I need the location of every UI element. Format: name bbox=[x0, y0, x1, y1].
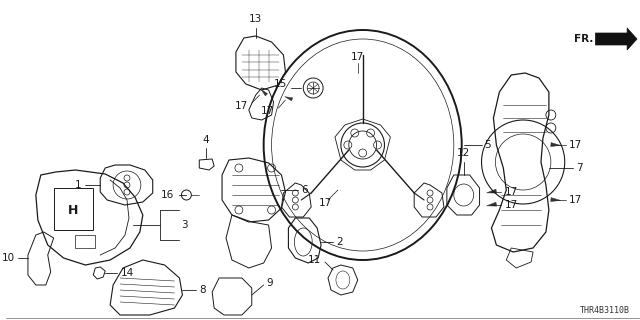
Text: 5: 5 bbox=[484, 140, 491, 150]
Text: 12: 12 bbox=[457, 148, 470, 158]
Text: 15: 15 bbox=[274, 79, 287, 89]
Text: 7: 7 bbox=[575, 163, 582, 173]
Text: FR.: FR. bbox=[574, 34, 593, 44]
Text: 10: 10 bbox=[2, 253, 15, 263]
Text: 2: 2 bbox=[336, 237, 342, 247]
Text: 17: 17 bbox=[569, 195, 582, 205]
Text: 17: 17 bbox=[504, 200, 518, 210]
Polygon shape bbox=[486, 189, 497, 193]
Text: 17: 17 bbox=[569, 140, 582, 150]
Polygon shape bbox=[285, 97, 292, 101]
Text: 16: 16 bbox=[161, 190, 175, 200]
Text: 17: 17 bbox=[234, 101, 248, 111]
Polygon shape bbox=[595, 28, 637, 50]
Polygon shape bbox=[550, 143, 561, 147]
Text: 4: 4 bbox=[203, 135, 209, 145]
Polygon shape bbox=[550, 197, 561, 202]
Text: 1: 1 bbox=[75, 180, 81, 190]
Text: THR4B3110B: THR4B3110B bbox=[580, 306, 630, 315]
Text: 17: 17 bbox=[319, 198, 332, 208]
Text: 9: 9 bbox=[267, 278, 273, 288]
Text: 6: 6 bbox=[301, 185, 308, 195]
Text: 17: 17 bbox=[504, 187, 518, 197]
Text: 11: 11 bbox=[308, 255, 321, 265]
Text: H: H bbox=[68, 204, 79, 217]
Text: 17: 17 bbox=[351, 52, 364, 62]
Text: 3: 3 bbox=[181, 220, 188, 230]
Text: 14: 14 bbox=[121, 268, 134, 278]
Polygon shape bbox=[261, 89, 268, 96]
Text: 8: 8 bbox=[199, 285, 206, 295]
Text: 13: 13 bbox=[249, 14, 262, 24]
Text: 17: 17 bbox=[261, 106, 275, 116]
Polygon shape bbox=[486, 202, 497, 206]
